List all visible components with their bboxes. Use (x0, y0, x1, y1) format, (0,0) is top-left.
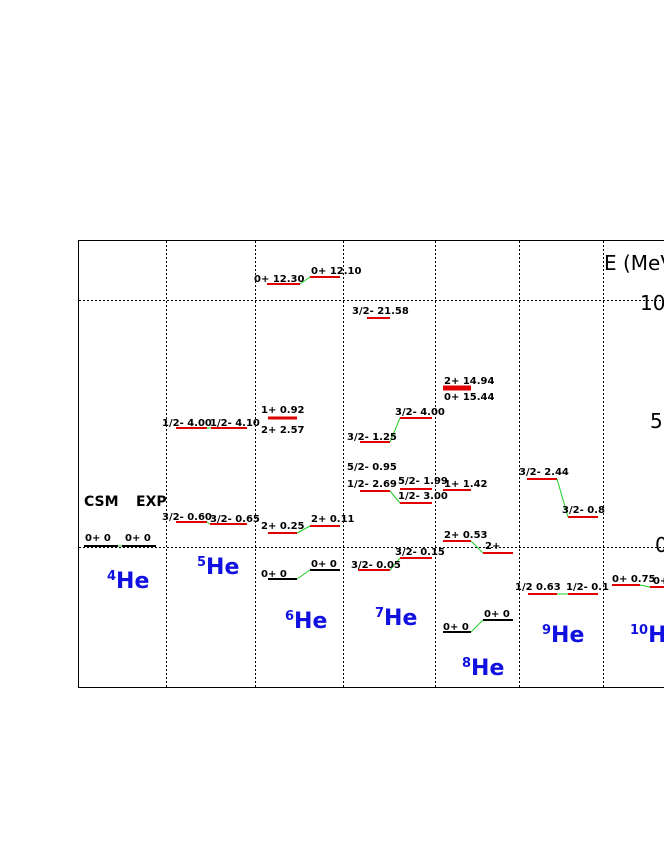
nucleus-label: 9He (542, 623, 584, 648)
level-label: 2+ 0.25 (261, 521, 305, 532)
connector (556, 478, 569, 518)
axis-tick: 10 (640, 291, 664, 315)
level-label: 0+ 0 (261, 569, 287, 580)
level-label: 3/2- 0.15 (395, 547, 445, 558)
level-label: 1/2- 4.10 (210, 418, 260, 429)
level-label: 2+ (485, 541, 500, 552)
connector (389, 557, 401, 571)
element-symbol: He (294, 609, 327, 634)
mass-number: 7 (375, 606, 384, 621)
level-label: 3/2- 0.60 (162, 512, 212, 523)
level-label: 0+ 0.75 (612, 574, 656, 585)
level-label: 0+ 15.44 (444, 392, 494, 403)
element-symbol: He (471, 656, 504, 681)
connector (470, 540, 484, 554)
level-label: 3/2- 4.00 (395, 407, 445, 418)
axis-tick: 5 (650, 409, 663, 433)
connector (206, 521, 211, 525)
connector (470, 619, 484, 633)
axis-tick: 0 (655, 533, 664, 557)
level-label: 1+ 0.92 (261, 405, 305, 416)
level-label: 0+ 0 (85, 533, 111, 544)
nucleus-label: 4He (107, 569, 149, 594)
level-label: 2+ 2.57 (261, 425, 305, 436)
level-label: 1/2- 0.1 (566, 582, 609, 593)
nucleus-label: 8He (462, 656, 504, 681)
mass-number: 4 (107, 569, 116, 584)
connector (299, 276, 311, 285)
level-label: 1/2- 4.00 (162, 418, 212, 429)
nucleus-label: 6He (285, 609, 327, 634)
connector (296, 569, 311, 580)
mass-number: 10 (630, 623, 648, 638)
level-label: 1+ 1.42 (444, 479, 488, 490)
level-label: 1/2- 3.00 (398, 491, 448, 502)
element-symbol: He (648, 623, 664, 648)
element-symbol: He (206, 555, 239, 580)
level-label: 3/2- 0.05 (351, 560, 401, 571)
separators (79, 241, 664, 687)
mass-number: 9 (542, 623, 551, 638)
level-label: 0+ 0 (311, 559, 337, 570)
nucleus-label: 5He (197, 555, 239, 580)
nucleus-label: 10He (630, 623, 664, 648)
level-label: 0+ 0 (484, 609, 510, 620)
level-label: 3/2- 0.8 (562, 505, 605, 516)
level-label: 3/2- 1.25 (347, 432, 397, 443)
connector (389, 490, 401, 504)
level-label: 0+ 12.10 (311, 266, 361, 277)
level-label: 2+ 0.53 (444, 530, 488, 541)
connector (296, 525, 311, 534)
element-symbol: He (384, 606, 417, 631)
level-label: 1/2 0.63 (515, 582, 561, 593)
mass-number: 8 (462, 656, 471, 671)
mass-number: 5 (197, 555, 206, 570)
header: EXP (136, 494, 167, 510)
frame (78, 240, 664, 688)
connector (639, 584, 651, 588)
level-label: 3/2- 0.65 (210, 514, 260, 525)
element-symbol: He (551, 623, 584, 648)
level-label: 0+ (653, 576, 664, 587)
level-label: 5/2- 0.95 (347, 462, 397, 473)
element-symbol: He (116, 569, 149, 594)
nucleus-label: 7He (375, 606, 417, 631)
level-label: 0+ 0 (443, 622, 469, 633)
level-label: 0+ 12.30 (254, 274, 304, 285)
level-label: 5/2- 1.99 (398, 476, 448, 487)
header: CSM (84, 494, 119, 510)
level-label: 2+ 0.11 (311, 514, 355, 525)
level-label: 2+ 14.94 (444, 376, 494, 387)
level-label: 0+ 0 (125, 533, 151, 544)
mass-number: 6 (285, 609, 294, 624)
level-label: 3/2- 2.44 (519, 467, 569, 478)
level-label: 1/2- 2.69 (347, 479, 397, 490)
connector (389, 417, 401, 443)
level-label: 3/2- 21.58 (352, 306, 409, 317)
axis-label: E (MeV) (604, 251, 664, 275)
